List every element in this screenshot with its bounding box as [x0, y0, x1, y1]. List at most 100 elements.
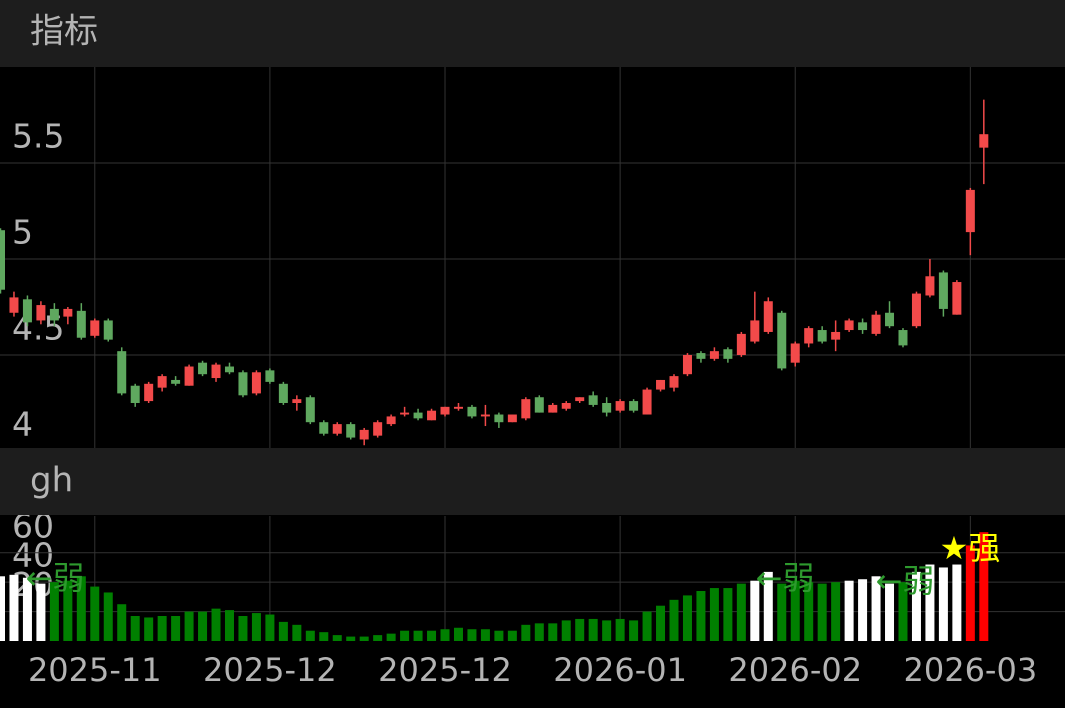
candle-body: [224, 366, 234, 373]
price-panel: 44.555.5: [0, 67, 1065, 452]
annotation: ★强: [940, 529, 1001, 567]
y-tick-label: 5: [12, 213, 33, 252]
bar: [9, 574, 19, 641]
bar: [804, 582, 814, 641]
candle-body: [615, 401, 625, 411]
bar: [103, 592, 113, 641]
bar: [723, 588, 733, 641]
bar: [0, 576, 5, 641]
candle-body: [0, 230, 5, 290]
bar: [238, 616, 248, 641]
annotation: ←弱: [876, 562, 935, 600]
candle-body: [682, 355, 692, 375]
candle-body: [265, 370, 275, 382]
candle-body: [319, 422, 329, 434]
candle-body: [359, 429, 369, 440]
candle-body: [602, 403, 612, 413]
candle-body: [9, 297, 19, 313]
bar: [265, 614, 275, 641]
y-tick-label: 4: [12, 405, 33, 444]
bar: [224, 610, 234, 641]
candle-body: [911, 293, 921, 327]
candle-body: [548, 404, 558, 413]
panel-title: gh: [30, 461, 73, 501]
bar: [656, 605, 666, 641]
y-tick-label: 40: [12, 536, 54, 575]
candle-body: [440, 406, 450, 415]
bar: [965, 545, 975, 641]
bar: [117, 604, 127, 641]
candle-body: [103, 320, 113, 340]
bar: [63, 580, 73, 641]
bar: [925, 564, 935, 641]
bar: [332, 635, 342, 641]
candle-body: [36, 305, 46, 321]
y-tick-label: 5.5: [12, 117, 64, 156]
bar: [49, 582, 59, 641]
candle-body: [629, 401, 639, 411]
bar: [198, 611, 208, 641]
bar: [386, 633, 396, 641]
candle-body: [386, 416, 396, 425]
candle-body: [898, 330, 908, 346]
candle-body: [736, 333, 746, 355]
candle-body: [292, 399, 302, 403]
candle-body: [211, 364, 221, 379]
annotation: ←弱: [26, 559, 85, 597]
x-tick-label: 2025-12: [378, 651, 512, 689]
candle-body: [130, 385, 140, 403]
candle-body: [561, 403, 571, 409]
bar: [871, 576, 881, 641]
x-tick-label: 2026-01: [553, 651, 687, 689]
bar: [736, 583, 746, 641]
bar: [211, 608, 221, 641]
bar: [36, 583, 46, 641]
bar: [709, 588, 719, 641]
candle-body: [750, 320, 760, 342]
candle-body: [278, 383, 288, 403]
candle-body: [238, 372, 248, 396]
candle-body: [22, 299, 32, 323]
candle-body: [952, 282, 962, 315]
bar: [440, 629, 450, 641]
candle-body: [76, 310, 86, 338]
bar: [467, 629, 477, 641]
candle-body: [157, 376, 167, 388]
bar: [534, 623, 544, 641]
candle-body: [871, 314, 881, 334]
bar: [629, 620, 639, 641]
candle-body: [63, 308, 73, 317]
x-axis: 2025-11 2025-12 2025-12 2026-01 2026-02 2026-…: [28, 651, 1037, 689]
candle-body: [427, 410, 437, 421]
candle-body: [251, 372, 261, 394]
bar: [278, 621, 288, 641]
candle-body: [831, 331, 841, 340]
bar: [763, 571, 773, 641]
bar: [669, 599, 679, 641]
candle-body: [844, 320, 854, 331]
bar: [548, 623, 558, 641]
bar: [777, 583, 787, 641]
bar: [952, 564, 962, 641]
candle-body: [332, 424, 342, 434]
candle-body: [467, 406, 477, 417]
candle-body: [669, 376, 679, 388]
candle-body: [90, 320, 100, 336]
candle-body: [305, 397, 315, 423]
bar: [602, 620, 612, 641]
candle-body: [642, 389, 652, 415]
candle-body: [413, 412, 423, 419]
candle-body: [117, 351, 127, 394]
bar: [494, 630, 504, 641]
header-bar: [0, 0, 1065, 67]
candle-body: [696, 353, 706, 359]
candle-body: [184, 366, 194, 386]
candle-body: [925, 276, 935, 296]
candle-body: [49, 308, 59, 321]
bar: [251, 613, 261, 641]
candle-body: [858, 322, 868, 331]
bar: [858, 579, 868, 641]
candle-body: [144, 383, 154, 402]
candle-body: [171, 379, 181, 384]
bar: [682, 595, 692, 641]
